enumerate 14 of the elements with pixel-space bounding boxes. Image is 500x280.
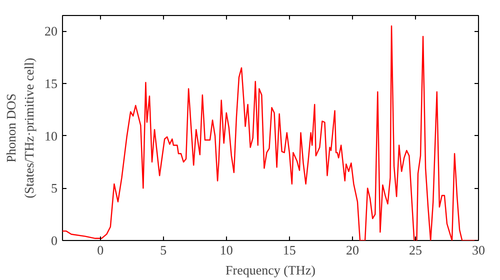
y-axis-title: Phonon DOS (States/THz·primitive cell) [4,58,36,198]
y-tick-label: 20 [44,24,58,39]
y-tick-label: 0 [51,233,58,248]
x-tick-label: 10 [220,242,233,258]
x-tick-label: 5 [160,242,167,258]
x-tick-label: 0 [97,242,104,258]
x-tick-label: 15 [282,242,296,258]
x-tick-label: 20 [346,242,359,258]
y-tick-label: 5 [51,180,58,196]
x-axis-title: Frequency (THz) [226,262,316,278]
x-tick-label: 25 [408,242,422,258]
y-tick-label: 10 [44,128,58,144]
x-tick-label: 30 [472,242,485,258]
y-tick-label: 15 [44,76,58,92]
